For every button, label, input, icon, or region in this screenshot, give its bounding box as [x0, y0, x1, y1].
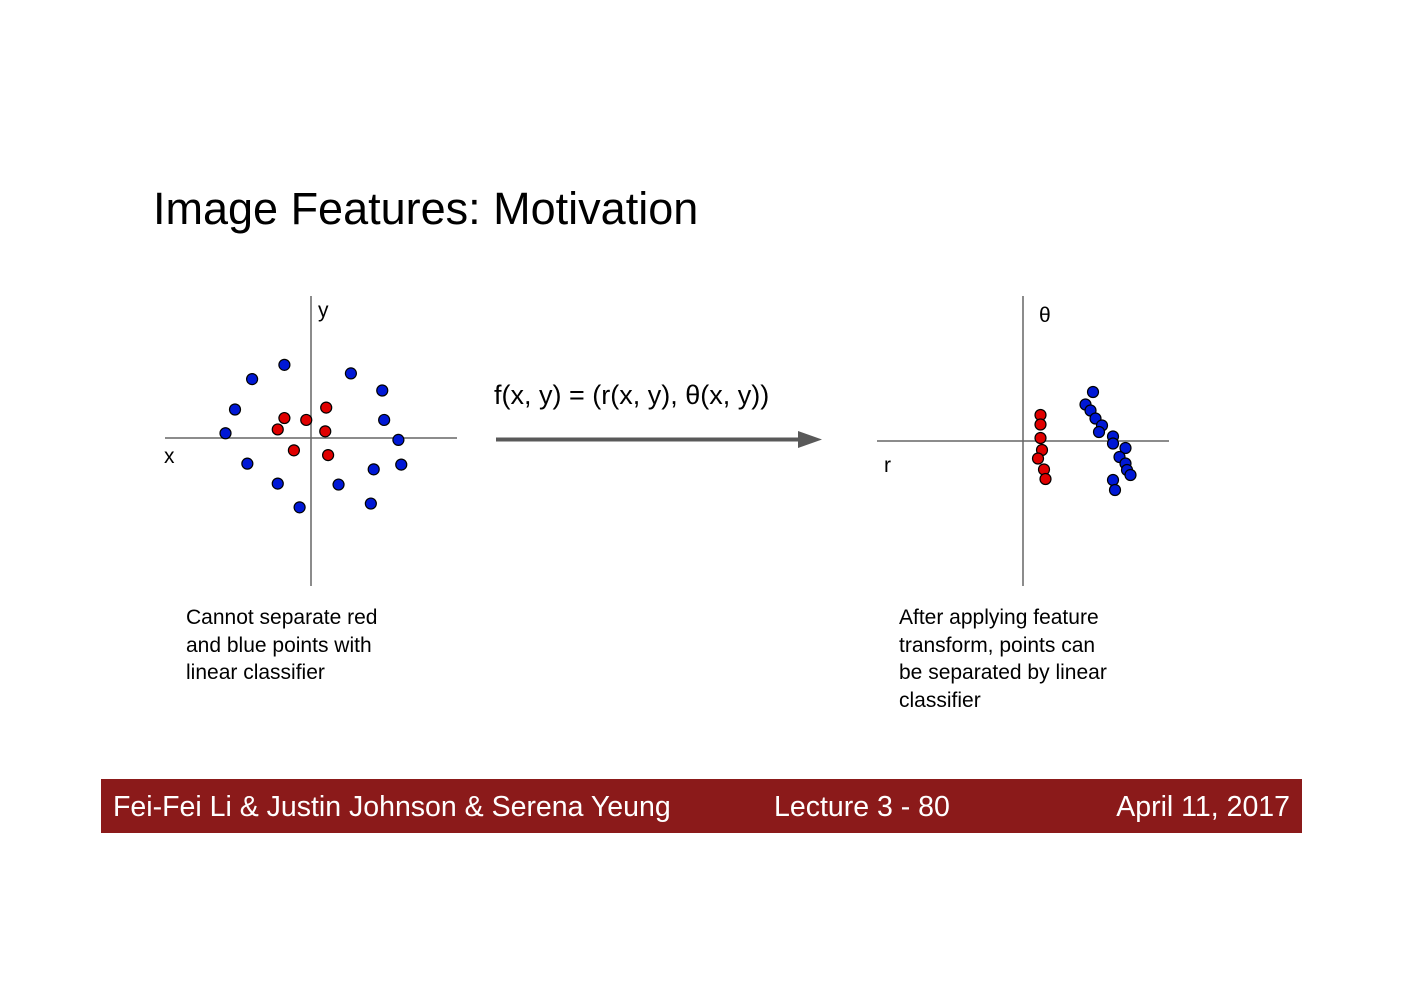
right-blue-point	[1108, 483, 1122, 497]
left-scatter-plot	[165, 296, 457, 586]
right-x-axis-label: r	[884, 454, 891, 477]
right-blue-point	[1106, 473, 1120, 487]
left-red-point	[322, 449, 335, 462]
right-caption-line: classifier	[899, 688, 981, 712]
left-red-point	[300, 413, 313, 427]
left-blue-point	[278, 358, 291, 371]
left-blue-point	[271, 477, 284, 490]
right-caption-line: transform, points can	[899, 633, 1096, 657]
left-blue-point	[344, 367, 357, 380]
left-caption-line: and blue points with	[186, 633, 372, 657]
left-blue-point	[219, 427, 232, 440]
left-red-point	[287, 444, 300, 457]
right-y-axis-label: θ	[1039, 304, 1051, 327]
left-blue-point	[241, 457, 254, 470]
right-caption: After applying feature transform, points…	[899, 604, 1107, 714]
right-blue-point	[1086, 385, 1100, 399]
left-red-point	[278, 411, 291, 425]
left-y-axis-label: y	[318, 299, 329, 322]
left-blue-point	[392, 433, 405, 446]
right-blue-point	[1124, 468, 1137, 482]
right-caption-line: be separated by linear	[899, 661, 1107, 684]
right-blue-point	[1119, 441, 1132, 455]
right-red-point	[1031, 452, 1045, 465]
left-blue-point	[395, 458, 408, 471]
slide-title: Image Features: Motivation	[153, 183, 699, 234]
transform-arrow	[496, 431, 822, 448]
footer-bar: Fei-Fei Li & Justin Johnson & Serena Yeu…	[101, 779, 1302, 833]
left-caption: Cannot separate red and blue points with…	[186, 604, 377, 687]
right-red-point	[1039, 472, 1052, 486]
left-red-point	[271, 423, 284, 436]
left-blue-point	[228, 403, 242, 416]
footer-authors: Fei-Fei Li & Justin Johnson & Serena Yeu…	[113, 791, 671, 823]
right-red-point	[1034, 431, 1047, 445]
right-blue-point	[1092, 425, 1106, 439]
left-caption-line: linear classifier	[186, 661, 325, 684]
left-red-point	[319, 425, 332, 438]
left-red-point	[320, 401, 333, 414]
footer-lecture: Lecture 3 - 80	[774, 791, 950, 823]
right-caption-line: After applying feature	[899, 606, 1099, 629]
left-blue-point	[376, 384, 389, 397]
left-blue-point	[367, 463, 380, 476]
right-blue-point	[1106, 437, 1120, 450]
left-x-axis-label: x	[164, 445, 175, 468]
left-blue-point	[332, 478, 345, 491]
right-red-point	[1034, 418, 1047, 431]
right-scatter-plot	[877, 296, 1169, 586]
footer-date: April 11, 2017	[1116, 791, 1290, 823]
left-blue-point	[293, 501, 306, 514]
left-blue-point	[364, 497, 377, 510]
left-caption-line: Cannot separate red	[186, 606, 378, 629]
feature-mapping-formula: f(x, y) = (r(x, y), θ(x, y))	[494, 380, 770, 410]
left-blue-point	[245, 372, 259, 386]
left-blue-point	[378, 413, 391, 427]
